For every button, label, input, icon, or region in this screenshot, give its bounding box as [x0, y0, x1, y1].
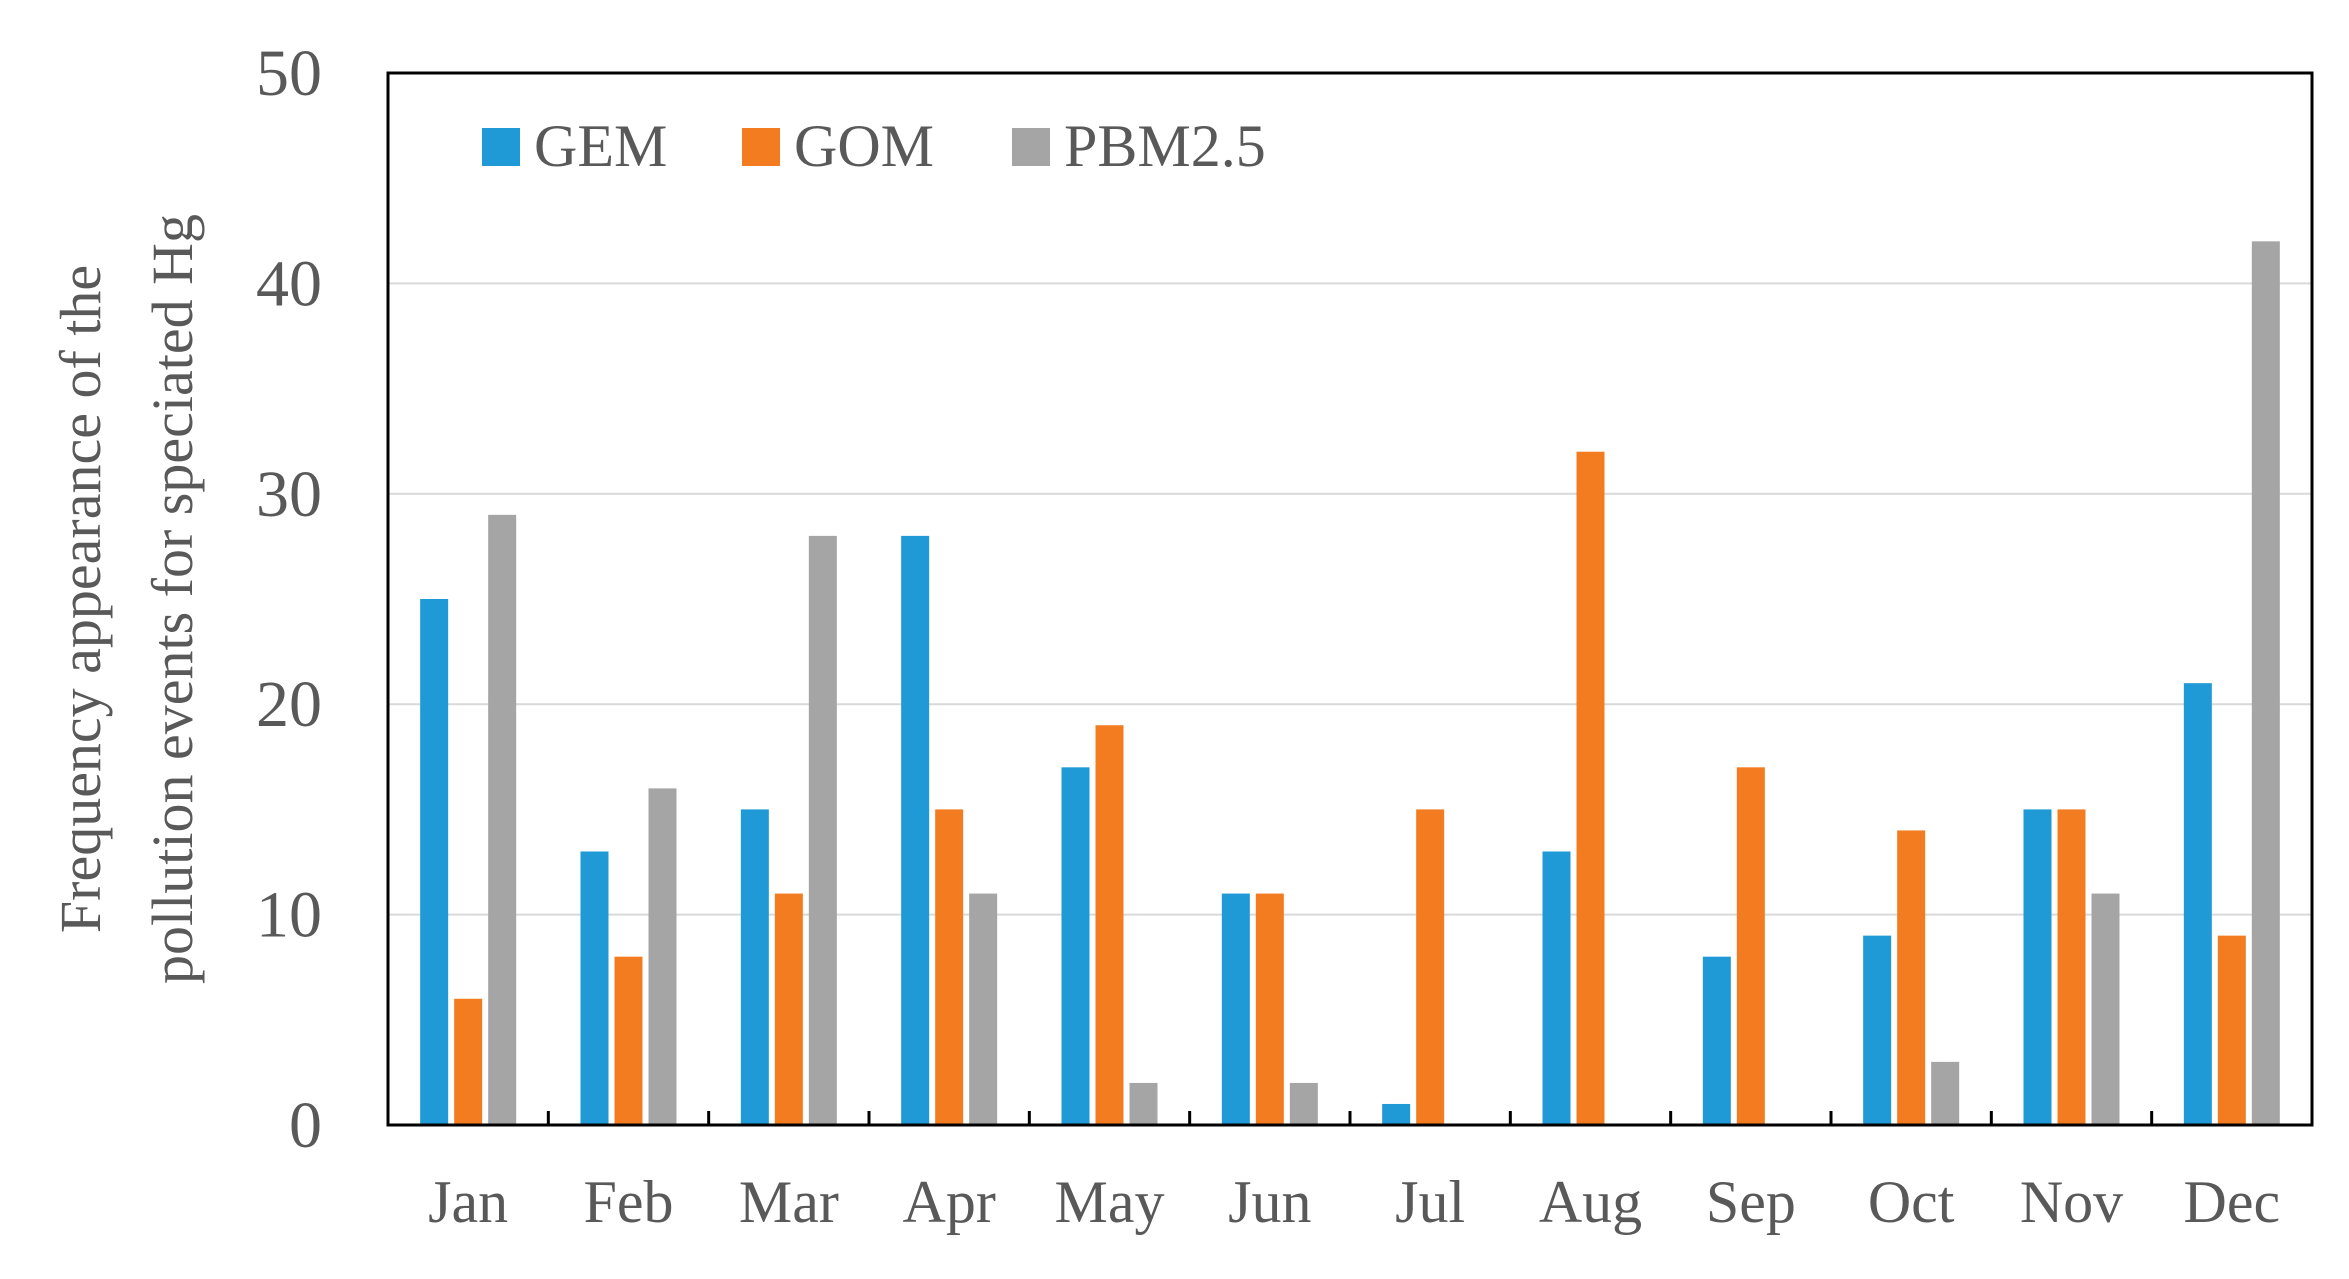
- bar-gem: [1221, 893, 1250, 1125]
- y-tick-label: 40: [256, 247, 322, 320]
- bar-pbm2-5: [648, 788, 677, 1125]
- gridlines: [388, 282, 2312, 916]
- bar-pbm2-5: [1289, 1082, 1318, 1125]
- x-tick-label: Sep: [1706, 1169, 1796, 1235]
- bar-gem: [2023, 809, 2052, 1125]
- y-axis-tick-labels: 0 10 20 30 40 50: [256, 37, 322, 1162]
- legend-label: GEM: [534, 113, 667, 179]
- bar-gom: [774, 893, 803, 1125]
- bars: [420, 241, 2280, 1126]
- bar-gom: [2217, 935, 2246, 1125]
- y-tick-label: 0: [289, 1089, 322, 1162]
- bar-gem: [580, 851, 609, 1125]
- y-axis-title-line-2: pollution events for speciated Hg: [140, 214, 205, 984]
- bar-gom: [935, 809, 964, 1125]
- bar-pbm2-5: [969, 893, 998, 1125]
- x-tick-label: Jan: [428, 1169, 508, 1235]
- x-tick-label: Jun: [1228, 1169, 1311, 1235]
- y-tick-label: 20: [256, 668, 322, 741]
- x-tick-label: May: [1055, 1169, 1165, 1235]
- bar-gem: [1702, 956, 1731, 1125]
- x-tick-label: Aug: [1539, 1169, 1642, 1235]
- bar-pbm2-5: [1129, 1082, 1158, 1125]
- bar-gem: [1061, 767, 1090, 1125]
- bar-gem: [740, 809, 769, 1125]
- legend-label: GOM: [794, 113, 934, 179]
- y-tick-label: 30: [256, 458, 322, 531]
- bar-gom: [1736, 767, 1765, 1125]
- legend-swatch: [742, 128, 780, 166]
- bar-pbm2-5: [2091, 893, 2120, 1125]
- bar-gom: [1095, 725, 1124, 1125]
- x-tick-label: Dec: [2184, 1169, 2281, 1235]
- x-tick-label: Apr: [903, 1169, 996, 1235]
- bar-pbm2-5: [488, 514, 517, 1125]
- x-tick-label: Feb: [584, 1169, 674, 1235]
- x-axis-tick-labels: Jan Feb Mar Apr May Jun Jul Aug Sep Oct Nov Dec: [428, 1169, 2280, 1235]
- y-axis-title-line-1: Frequency appearance of the: [48, 265, 113, 933]
- x-axis-tick-marks: [546, 1111, 2154, 1125]
- bar-pbm2-5: [1931, 1061, 1960, 1125]
- legend-swatch: [482, 128, 520, 166]
- bar-gom: [454, 998, 483, 1125]
- bar-gom: [1897, 830, 1926, 1125]
- x-tick-label: Mar: [739, 1169, 839, 1235]
- y-tick-label: 50: [256, 37, 322, 110]
- bar-gem: [901, 535, 930, 1125]
- bar-gem: [1863, 935, 1892, 1125]
- x-tick-label: Oct: [1868, 1169, 1955, 1235]
- bar-gom: [614, 956, 643, 1125]
- bar-gom: [1416, 809, 1445, 1125]
- bar-gem: [1542, 851, 1571, 1125]
- x-tick-label: Jul: [1395, 1169, 1465, 1235]
- x-tick-label: Nov: [2020, 1169, 2123, 1235]
- bar-gom: [1255, 893, 1284, 1125]
- bar-gom: [2057, 809, 2086, 1125]
- bar-gem: [1382, 1103, 1411, 1125]
- bar-gem: [420, 599, 449, 1125]
- y-tick-label: 10: [256, 879, 322, 952]
- plot-area-border: [386, 71, 2314, 1127]
- legend-swatch: [1012, 128, 1050, 166]
- legend-label: PBM2.5: [1064, 113, 1266, 179]
- bar-pbm2-5: [808, 535, 837, 1125]
- bar-gem: [2183, 683, 2212, 1125]
- bar-pbm2-5: [2251, 241, 2280, 1125]
- bar-gom: [1576, 451, 1605, 1126]
- legend: GEM GOM PBM2.5: [482, 113, 1266, 179]
